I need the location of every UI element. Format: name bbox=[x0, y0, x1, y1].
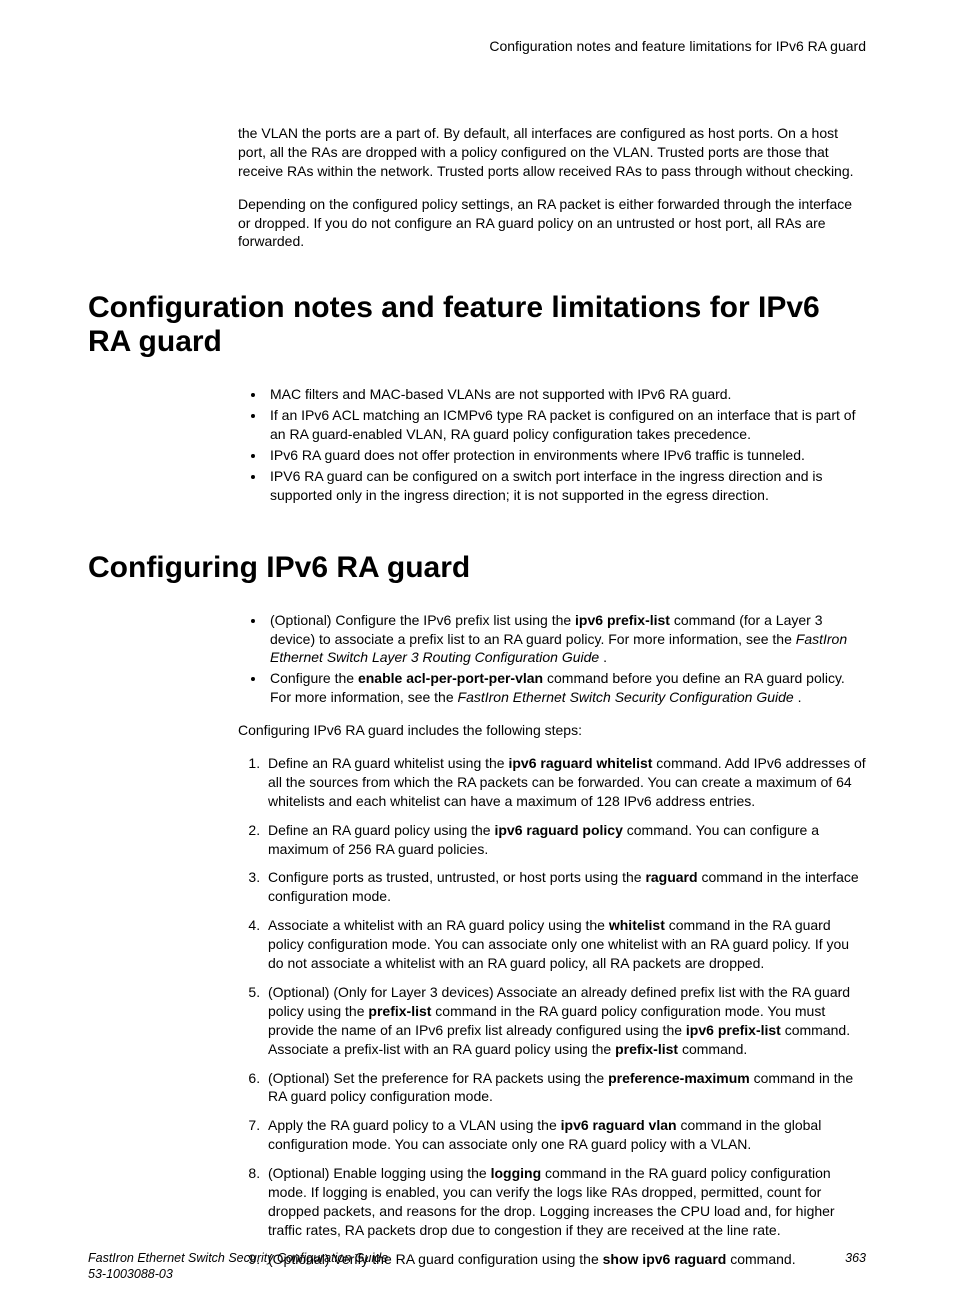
list-item: Apply the RA guard policy to a VLAN usin… bbox=[264, 1116, 866, 1154]
list-item: (Optional) (Only for Layer 3 devices) As… bbox=[264, 983, 866, 1059]
page-number: 363 bbox=[845, 1250, 866, 1266]
list-item: (Optional) Enable logging using the logg… bbox=[264, 1164, 866, 1240]
section-title-config: Configuring IPv6 RA guard bbox=[88, 551, 866, 585]
list-item: Associate a whitelist with an RA guard p… bbox=[264, 916, 866, 973]
config-intro-line: Configuring IPv6 RA guard includes the f… bbox=[88, 721, 866, 740]
list-item: Define an RA guard whitelist using the i… bbox=[264, 754, 866, 811]
footer-guide: FastIron Ethernet Switch Security Config… bbox=[88, 1251, 388, 1265]
page: Configuration notes and feature limitati… bbox=[0, 0, 954, 1307]
intro-paragraph-2: Depending on the configured policy setti… bbox=[88, 195, 866, 252]
page-footer: 363 FastIron Ethernet Switch Security Co… bbox=[88, 1250, 866, 1283]
config-steps-list: Define an RA guard whitelist using the i… bbox=[88, 754, 866, 1268]
list-item: If an IPv6 ACL matching an ICMPv6 type R… bbox=[266, 406, 866, 444]
config-bullet-list: (Optional) Configure the IPv6 prefix lis… bbox=[88, 611, 866, 707]
list-item: Define an RA guard policy using the ipv6… bbox=[264, 821, 866, 859]
intro-paragraph-1: the VLAN the ports are a part of. By def… bbox=[88, 124, 866, 181]
notes-bullet-list: MAC filters and MAC-based VLANs are not … bbox=[88, 385, 866, 504]
section-title-notes: Configuration notes and feature limitati… bbox=[88, 291, 866, 359]
list-item: IPv6 RA guard does not offer protection … bbox=[266, 446, 866, 465]
list-item: (Optional) Configure the IPv6 prefix lis… bbox=[266, 611, 866, 668]
footer-docnum: 53-1003088-03 bbox=[88, 1267, 173, 1281]
list-item: MAC filters and MAC-based VLANs are not … bbox=[266, 385, 866, 404]
list-item: Configure the enable acl-per-port-per-vl… bbox=[266, 669, 866, 707]
list-item: Configure ports as trusted, untrusted, o… bbox=[264, 868, 866, 906]
running-header: Configuration notes and feature limitati… bbox=[88, 38, 866, 54]
list-item: (Optional) Set the preference for RA pac… bbox=[264, 1069, 866, 1107]
list-item: IPV6 RA guard can be configured on a swi… bbox=[266, 467, 866, 505]
